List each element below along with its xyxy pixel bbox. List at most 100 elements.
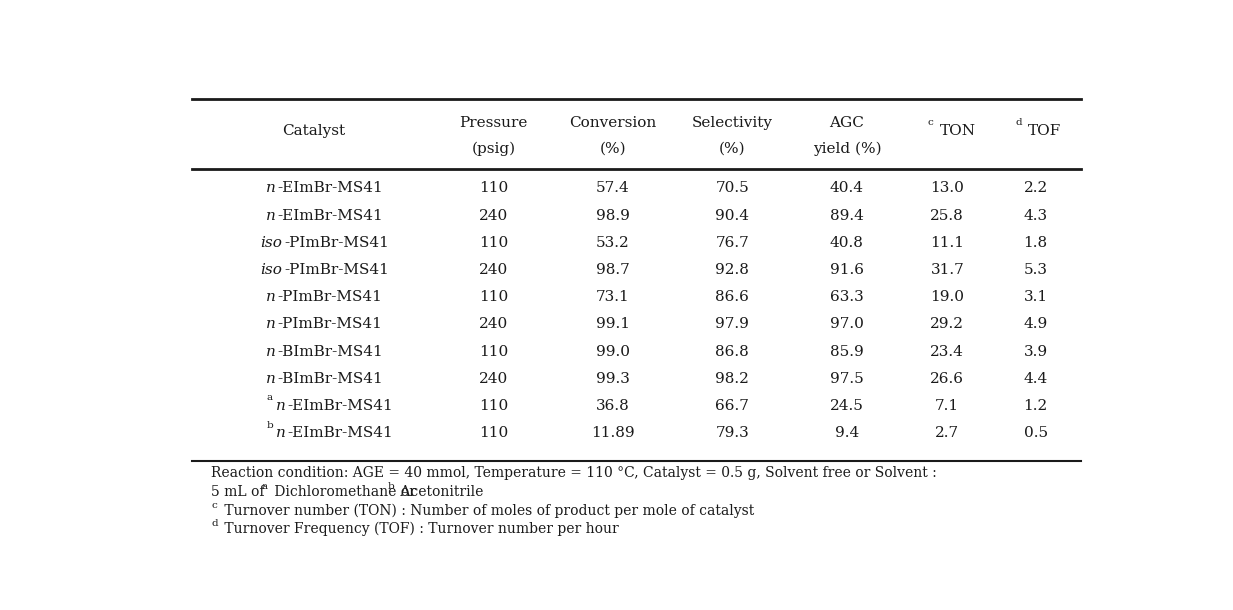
Text: (%): (%): [599, 142, 626, 156]
Text: 2.2: 2.2: [1023, 181, 1048, 195]
Text: -EImBr-MS41: -EImBr-MS41: [277, 181, 383, 195]
Text: -EImBr-MS41: -EImBr-MS41: [277, 209, 383, 223]
Text: 240: 240: [478, 263, 508, 277]
Text: b: b: [387, 482, 395, 491]
Text: 97.9: 97.9: [715, 317, 750, 331]
Text: 70.5: 70.5: [715, 181, 750, 195]
Text: Pressure: Pressure: [459, 115, 528, 129]
Text: n: n: [266, 290, 276, 304]
Text: 110: 110: [478, 426, 508, 440]
Text: 110: 110: [478, 290, 508, 304]
Text: Acetonitrile: Acetonitrile: [396, 485, 483, 499]
Text: 40.4: 40.4: [830, 181, 864, 195]
Text: Turnover Frequency (TOF) : Turnover number per hour: Turnover Frequency (TOF) : Turnover numb…: [219, 522, 619, 536]
Text: 1.8: 1.8: [1023, 235, 1048, 249]
Text: 97.5: 97.5: [830, 372, 864, 386]
Text: 23.4: 23.4: [931, 345, 964, 359]
Text: 99.0: 99.0: [596, 345, 630, 359]
Text: 7.1: 7.1: [935, 399, 959, 413]
Text: 1.2: 1.2: [1023, 399, 1048, 413]
Text: n: n: [266, 209, 276, 223]
Text: 110: 110: [478, 235, 508, 249]
Text: 110: 110: [478, 345, 508, 359]
Text: 73.1: 73.1: [596, 290, 630, 304]
Text: 76.7: 76.7: [715, 235, 750, 249]
Text: (%): (%): [719, 142, 746, 156]
Text: 89.4: 89.4: [830, 209, 864, 223]
Text: iso: iso: [260, 235, 282, 249]
Text: n: n: [266, 181, 276, 195]
Text: Turnover number (TON) : Number of moles of product per mole of catalyst: Turnover number (TON) : Number of moles …: [219, 504, 755, 518]
Text: 240: 240: [478, 372, 508, 386]
Text: c: c: [212, 501, 217, 510]
Text: Catalyst: Catalyst: [282, 124, 345, 138]
Text: 4.3: 4.3: [1023, 209, 1048, 223]
Text: 3.9: 3.9: [1023, 345, 1048, 359]
Text: d: d: [1016, 118, 1022, 127]
Text: 92.8: 92.8: [715, 263, 750, 277]
Text: Reaction condition: AGE = 40 mmol, Temperature = 110 °C, Catalyst = 0.5 g, Solve: Reaction condition: AGE = 40 mmol, Tempe…: [212, 467, 937, 481]
Text: 5 mL of: 5 mL of: [212, 485, 269, 499]
Text: 66.7: 66.7: [715, 399, 750, 413]
Text: (psig): (psig): [471, 141, 515, 156]
Text: 0.5: 0.5: [1023, 426, 1048, 440]
Text: 110: 110: [478, 181, 508, 195]
Text: 4.9: 4.9: [1023, 317, 1048, 331]
Text: 98.9: 98.9: [596, 209, 630, 223]
Text: 11.89: 11.89: [591, 426, 635, 440]
Text: 98.7: 98.7: [596, 263, 630, 277]
Text: 19.0: 19.0: [930, 290, 964, 304]
Text: 25.8: 25.8: [931, 209, 964, 223]
Text: -EImBr-MS41: -EImBr-MS41: [287, 399, 393, 413]
Text: 240: 240: [478, 209, 508, 223]
Text: 53.2: 53.2: [596, 235, 630, 249]
Text: 240: 240: [478, 317, 508, 331]
Text: 5.3: 5.3: [1023, 263, 1048, 277]
Text: 91.6: 91.6: [830, 263, 864, 277]
Text: iso: iso: [260, 263, 282, 277]
Text: 31.7: 31.7: [931, 263, 964, 277]
Text: 110: 110: [478, 399, 508, 413]
Text: -PImBr-MS41: -PImBr-MS41: [285, 235, 390, 249]
Text: -BImBr-MS41: -BImBr-MS41: [277, 345, 383, 359]
Text: n: n: [266, 372, 276, 386]
Text: 86.6: 86.6: [715, 290, 750, 304]
Text: c: c: [927, 118, 933, 127]
Text: 99.3: 99.3: [596, 372, 630, 386]
Text: 57.4: 57.4: [596, 181, 630, 195]
Text: 2.7: 2.7: [935, 426, 959, 440]
Text: -BImBr-MS41: -BImBr-MS41: [277, 372, 383, 386]
Text: Conversion: Conversion: [570, 115, 656, 129]
Text: 26.6: 26.6: [930, 372, 964, 386]
Text: 90.4: 90.4: [715, 209, 750, 223]
Text: 79.3: 79.3: [715, 426, 750, 440]
Text: b: b: [266, 420, 274, 429]
Text: 11.1: 11.1: [930, 235, 964, 249]
Text: 99.1: 99.1: [596, 317, 630, 331]
Text: TON: TON: [940, 124, 975, 138]
Text: n: n: [276, 399, 286, 413]
Text: 98.2: 98.2: [715, 372, 750, 386]
Text: yield (%): yield (%): [813, 141, 882, 156]
Text: TOF: TOF: [1028, 124, 1062, 138]
Text: 36.8: 36.8: [596, 399, 630, 413]
Text: 13.0: 13.0: [931, 181, 964, 195]
Text: 9.4: 9.4: [835, 426, 859, 440]
Text: a: a: [261, 482, 268, 491]
Text: Dichloromethane or: Dichloromethane or: [270, 485, 420, 499]
Text: 3.1: 3.1: [1023, 290, 1048, 304]
Text: Selectivity: Selectivity: [692, 115, 773, 129]
Text: n: n: [266, 345, 276, 359]
Text: 63.3: 63.3: [830, 290, 864, 304]
Text: 85.9: 85.9: [830, 345, 864, 359]
Text: 29.2: 29.2: [930, 317, 964, 331]
Text: 86.8: 86.8: [715, 345, 750, 359]
Text: -PImBr-MS41: -PImBr-MS41: [277, 317, 382, 331]
Text: -PImBr-MS41: -PImBr-MS41: [277, 290, 382, 304]
Text: d: d: [212, 518, 218, 528]
Text: AGC: AGC: [830, 115, 864, 129]
Text: 97.0: 97.0: [830, 317, 864, 331]
Text: 40.8: 40.8: [830, 235, 864, 249]
Text: 4.4: 4.4: [1023, 372, 1048, 386]
Text: -EImBr-MS41: -EImBr-MS41: [287, 426, 393, 440]
